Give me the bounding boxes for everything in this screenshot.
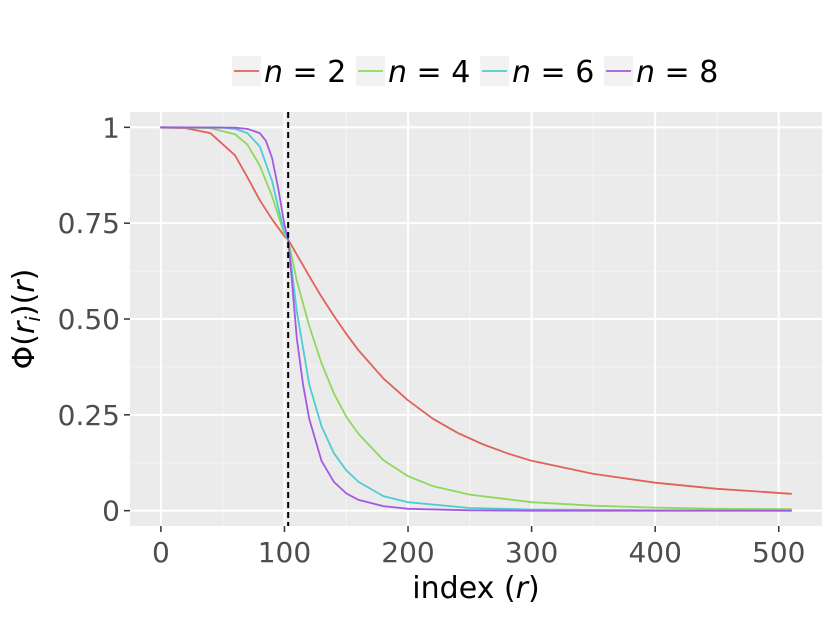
y-tick-label: 0.25 [58, 399, 120, 432]
x-tick-label: 500 [752, 536, 805, 569]
y-tick-label: 0.75 [58, 207, 120, 240]
y-tick-label: 0 [102, 495, 120, 528]
legend-label: n = 8 [636, 55, 718, 90]
x-tick-label: 300 [505, 536, 558, 569]
y-tick-label: 1 [102, 111, 120, 144]
series-line-n8 [159, 126, 792, 512]
x-tick-label: 400 [628, 536, 681, 569]
series-layer [159, 126, 792, 512]
x-axis: 0 100 200 300 400 500 [152, 526, 805, 569]
series-line-n6 [159, 126, 792, 512]
series-line-n2 [159, 126, 792, 495]
legend-label: n = 6 [512, 55, 594, 90]
legend-label: n = 4 [388, 55, 470, 90]
legend: n = 2 n = 4 n = 6 n = 8 [232, 55, 718, 90]
x-axis-title: index (r) [412, 571, 539, 606]
legend-label: n = 2 [264, 55, 346, 90]
legend-item-n6: n = 6 [480, 55, 594, 90]
legend-item-n8: n = 8 [604, 55, 718, 90]
legend-item-n2: n = 2 [232, 55, 346, 90]
x-tick-label: 200 [381, 536, 434, 569]
legend-item-n4: n = 4 [356, 55, 470, 90]
series-line-n4 [159, 126, 792, 511]
y-axis: 0 0.25 0.50 0.75 1 [58, 111, 130, 528]
y-axis-title: Φ(ri)(r) [7, 269, 45, 370]
y-tick-label: 0.50 [58, 303, 120, 336]
x-tick-label: 0 [152, 536, 170, 569]
x-tick-label: 100 [258, 536, 311, 569]
grid-major [130, 112, 822, 526]
